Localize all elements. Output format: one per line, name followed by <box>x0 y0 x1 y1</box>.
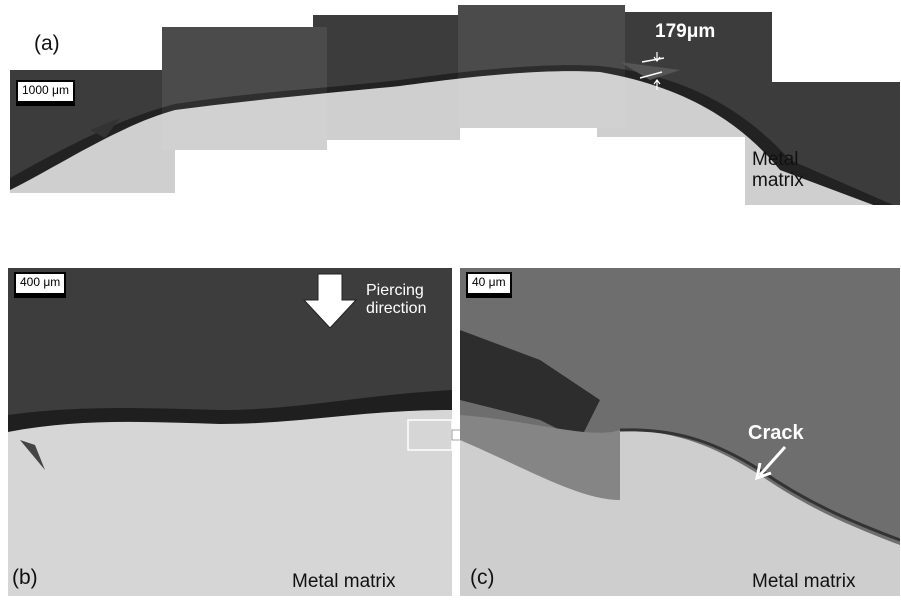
micrograph-b <box>8 268 452 600</box>
panel-label: (b) <box>12 566 38 589</box>
region-label: Metal matrix <box>752 150 822 192</box>
region-label: Metal matrix <box>292 572 395 593</box>
scale-bar: 400 μm <box>14 272 66 298</box>
micrograph-c <box>460 268 900 600</box>
measurement: 179μm <box>655 22 715 43</box>
scale-bar: 40 μm <box>466 272 512 298</box>
direction-label: Piercing direction <box>366 282 456 317</box>
figure: (a) 1000 μm 179μm Metal matrix (b) 400 μ… <box>0 0 901 601</box>
panel-label: (c) <box>470 566 495 589</box>
panel-label: (a) <box>34 32 60 55</box>
region-label: Metal matrix <box>752 572 855 593</box>
scale-bar: 1000 μm <box>16 80 75 106</box>
feature-label: Crack <box>748 422 804 444</box>
